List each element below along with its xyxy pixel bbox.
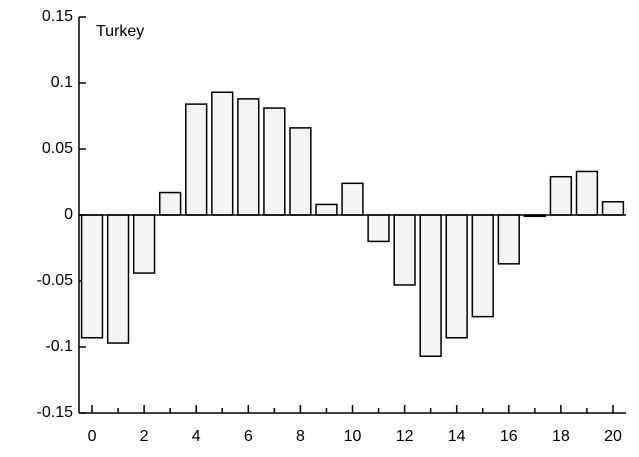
chart-title: Turkey: [96, 23, 144, 40]
bar: [393, 214, 416, 286]
x-tick-label: 0: [88, 428, 97, 445]
x-tick-label: 2: [140, 428, 149, 445]
bar: [341, 182, 364, 216]
x-tick-label: 10: [344, 428, 362, 445]
x-tick-label: 14: [448, 428, 466, 445]
y-tick-label: 0.15: [42, 8, 73, 25]
x-tick-label: 4: [192, 428, 201, 445]
x-tick-label: 6: [244, 428, 253, 445]
y-tick-label: -0.15: [37, 404, 74, 421]
x-tick-label: 16: [500, 428, 518, 445]
y-tick-label: 0: [64, 206, 73, 223]
bar: [497, 214, 520, 265]
bar: [211, 91, 234, 216]
bar: [185, 103, 208, 216]
x-tick-label: 18: [552, 428, 570, 445]
bar: [289, 127, 312, 216]
y-tick-label: 0.1: [51, 74, 73, 91]
bar: [263, 107, 286, 216]
bar: [158, 191, 182, 216]
bar: [237, 98, 260, 216]
bar: [315, 203, 338, 216]
x-tick-label: 8: [296, 428, 305, 445]
x-tick-label: 12: [396, 428, 414, 445]
bar: [419, 214, 442, 357]
bar: [80, 214, 104, 339]
bar: [601, 201, 625, 216]
bar: [471, 214, 494, 318]
bar: [106, 214, 130, 344]
x-tick-label: 20: [604, 428, 622, 445]
y-tick-label: 0.05: [42, 140, 73, 157]
y-tick-label: -0.05: [37, 272, 74, 289]
bar: [549, 175, 573, 216]
y-tick-label: -0.1: [45, 338, 73, 355]
bar: [132, 214, 156, 274]
bar: [445, 214, 468, 339]
bar: [367, 214, 390, 243]
bar: [575, 170, 599, 216]
